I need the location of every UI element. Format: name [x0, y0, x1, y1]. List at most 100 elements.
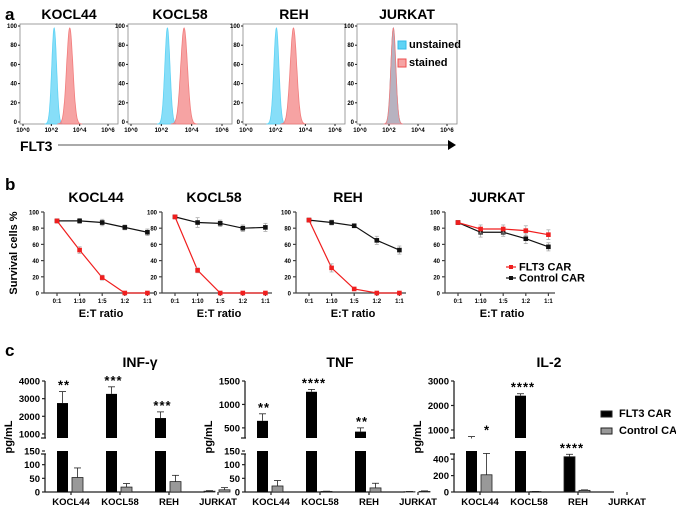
- bar-flt3-car: [57, 403, 68, 438]
- x-tick-label: 1:5: [350, 299, 359, 305]
- y-tick-label: 20: [347, 101, 354, 107]
- chart-title: KOCL44: [68, 189, 123, 205]
- y-tick-label: 50: [229, 474, 240, 485]
- y-tick-label: 80: [347, 43, 354, 49]
- x-tick-label: 10^0: [353, 128, 367, 134]
- x-axis-label: E:T ratio: [480, 308, 525, 320]
- significance-label: **: [356, 414, 368, 429]
- data-point: [99, 220, 105, 225]
- x-tick-label: 10^0: [124, 128, 138, 134]
- bar-flt3-car: [57, 451, 68, 492]
- data-point: [77, 218, 82, 224]
- data-point: [122, 290, 128, 296]
- chart-title: REH: [333, 189, 363, 205]
- y-tick-label: 100: [7, 24, 18, 30]
- x-tick-label: 10^4: [73, 128, 87, 134]
- y-tick-label: 80: [284, 227, 291, 233]
- y-tick-label: 0: [237, 120, 241, 126]
- bar-flt3-car: [257, 451, 268, 492]
- y-tick-label: 100: [115, 24, 126, 30]
- data-point: [546, 232, 551, 237]
- y-tick-label: 1000: [19, 429, 40, 440]
- data-point: [478, 226, 483, 232]
- data-point: [145, 229, 150, 235]
- data-point: [240, 290, 246, 296]
- cytokine-legend: FLT3 CAR Control CAR: [600, 408, 676, 437]
- bar-flt3-car: [355, 451, 366, 492]
- y-tick-label: 100: [29, 211, 40, 217]
- y-tick-label: 80: [233, 43, 240, 49]
- x-axis-label: E:T ratio: [79, 308, 124, 320]
- histogram-legend: unstained stained: [397, 39, 461, 69]
- y-tick-label: 0: [288, 292, 292, 298]
- y-tick-label: 500: [224, 423, 240, 434]
- data-point: [351, 223, 357, 229]
- bar-flt3-car: [466, 451, 477, 492]
- significance-label: ***: [153, 398, 171, 413]
- y-tick-label: 40: [233, 82, 240, 88]
- y-tick-label: 40: [433, 259, 440, 265]
- y-tick-label: 100: [344, 24, 355, 30]
- legend-swatch: [600, 427, 613, 435]
- y-axis-label: pg/mL: [203, 420, 215, 453]
- cytokine-chart-2: IL-2 1000 2000 3000 0 200 400 pg/mL KOCL44 * KOCL5…: [412, 354, 646, 508]
- y-tick-label: 20: [233, 101, 240, 107]
- stained-histogram: [383, 27, 404, 125]
- cytokine-chart-0: INF-γ1000200030004000050100150pg/mLKOCL4…: [3, 354, 237, 508]
- data-point: [263, 290, 268, 296]
- data-point: [195, 268, 200, 273]
- data-point: [217, 290, 223, 296]
- y-tick-label: 40: [10, 82, 17, 88]
- panel-label-b: b: [5, 175, 15, 194]
- x-tick-label: 1:2: [238, 299, 247, 305]
- x-tick-label: 10^2: [382, 128, 396, 134]
- x-tick-label: 10^2: [155, 128, 169, 134]
- y-tick-label: 3000: [428, 377, 449, 388]
- y-tick-label: 60: [10, 62, 17, 68]
- y-tick-label: 0: [444, 488, 449, 499]
- x-tick-label: 1:5: [98, 299, 107, 305]
- x-axis-label: E:T ratio: [331, 308, 376, 320]
- x-tick-label: KOCL58: [510, 497, 547, 508]
- x-tick-label: 1:1: [261, 299, 270, 305]
- unstained-histogram: [157, 27, 178, 125]
- y-tick-label: 60: [347, 62, 354, 68]
- x-tick-label: 1:2: [120, 299, 129, 305]
- y-tick-label: 3000: [19, 394, 40, 405]
- x-tick-label: 10^6: [101, 128, 115, 134]
- data-point: [546, 244, 551, 250]
- bar-flt3-car: [515, 451, 526, 492]
- bar-control-car: [271, 485, 284, 493]
- y-tick-label: 4000: [19, 377, 40, 388]
- unstained-histogram: [44, 27, 64, 125]
- bar-control-car: [218, 489, 231, 493]
- data-point: [329, 265, 334, 271]
- x-tick-label: 10^4: [411, 128, 425, 134]
- data-point: [397, 247, 402, 253]
- bar-control-car: [480, 474, 493, 493]
- x-tick-label: 1:10: [74, 299, 87, 305]
- y-axis-label: pg/mL: [412, 420, 424, 453]
- data-point: [397, 290, 402, 296]
- y-tick-label: 80: [32, 227, 39, 233]
- y-tick-label: 60: [32, 243, 39, 249]
- x-tick-label: 0:1: [171, 299, 180, 305]
- histogram-jurkat: JURKAT 0 20 40 60 80 100 10^0 10^2 10^4 10^6: [344, 6, 458, 134]
- y-tick-label: 0: [437, 292, 441, 298]
- bar-flt3-car: [203, 490, 216, 493]
- y-axis-label: Survival cells %: [8, 211, 20, 294]
- y-tick-label: 0: [122, 120, 126, 126]
- y-tick-label: 80: [150, 227, 157, 233]
- data-point: [240, 225, 246, 231]
- x-tick-label: 10^2: [45, 128, 59, 134]
- x-tick-label: 1:1: [544, 299, 553, 305]
- x-tick-label: 1:2: [521, 299, 530, 305]
- significance-label: *: [484, 423, 490, 438]
- y-tick-label: 1000: [428, 425, 449, 436]
- chart-title: JURKAT: [469, 189, 525, 205]
- data-point: [54, 218, 60, 224]
- data-point: [374, 238, 380, 243]
- x-tick-label: 10^4: [299, 128, 313, 134]
